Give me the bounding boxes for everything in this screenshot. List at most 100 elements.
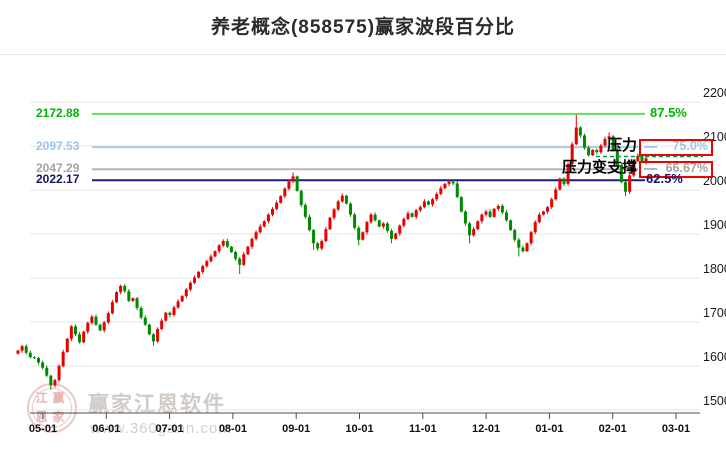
candle-body xyxy=(283,188,287,197)
candle-body xyxy=(316,243,320,249)
candle-body xyxy=(94,316,98,325)
candle-body xyxy=(193,277,197,283)
candle-body xyxy=(521,247,525,252)
candle-body xyxy=(492,208,496,217)
candle-body xyxy=(517,239,521,248)
candle-body xyxy=(632,160,636,176)
candle-body xyxy=(541,211,545,215)
candle-body xyxy=(587,147,591,156)
candle-body xyxy=(394,233,398,239)
candle-body xyxy=(90,316,94,323)
candle-body xyxy=(217,245,221,252)
candle-body xyxy=(402,219,406,226)
candle-body xyxy=(102,322,106,331)
candle-body xyxy=(53,380,57,386)
candle-body xyxy=(377,220,381,227)
candle-body xyxy=(550,199,554,208)
x-axis-label: 05-01 xyxy=(28,423,58,435)
candle-body xyxy=(582,135,586,148)
candle-body xyxy=(271,208,275,215)
candle-body xyxy=(320,241,324,249)
candle-body xyxy=(422,201,426,208)
candle-body xyxy=(254,232,258,239)
candle-body xyxy=(509,220,513,231)
candle-body xyxy=(258,226,262,233)
candle-body xyxy=(525,243,529,252)
candle-body xyxy=(20,346,24,351)
candle-body xyxy=(340,195,344,202)
candle-body xyxy=(591,149,595,156)
candle-body xyxy=(373,214,377,221)
candle-body xyxy=(119,285,123,293)
candle-body xyxy=(443,183,447,189)
candle-body xyxy=(484,211,488,215)
candle-body xyxy=(570,144,574,165)
candle-body xyxy=(361,232,365,240)
candle-body xyxy=(115,292,119,303)
candle-body xyxy=(287,181,291,189)
candle-body xyxy=(197,271,201,278)
candle-body xyxy=(406,213,410,220)
line-color-segment xyxy=(644,168,657,171)
candle-body xyxy=(554,189,558,200)
candle-body xyxy=(427,201,430,205)
price-level-label: 2172.88 xyxy=(36,105,80,120)
candle-body xyxy=(143,317,147,325)
percent-value: 75.0% xyxy=(672,139,708,154)
x-axis-label: 08-01 xyxy=(218,423,247,435)
price-level-label: 2022.17 xyxy=(36,172,80,187)
candle-body xyxy=(463,211,467,224)
candle-body xyxy=(459,197,463,212)
pressure-percent-box: 66.67% xyxy=(639,160,713,178)
candle-body xyxy=(147,324,151,335)
candle-body xyxy=(176,301,180,308)
candle-body xyxy=(328,217,332,230)
pressure-percent-box: 75.0% xyxy=(639,138,713,156)
candle-body xyxy=(160,320,164,330)
candle-body xyxy=(69,326,73,339)
line-color-segment xyxy=(644,146,657,149)
x-axis-label: 01-01 xyxy=(535,423,564,435)
y-axis-label: 2200 xyxy=(703,86,726,100)
candle-body xyxy=(595,149,599,153)
candle-body xyxy=(529,232,533,244)
title-divider xyxy=(0,54,726,55)
candle-body xyxy=(37,358,41,363)
candle-body xyxy=(279,196,283,203)
price-level-label: 2047.29 xyxy=(36,161,80,176)
candle-body xyxy=(229,246,233,253)
candle-body xyxy=(628,175,632,192)
candle-body xyxy=(332,209,336,218)
candle-body xyxy=(209,256,213,262)
candle-body xyxy=(611,136,615,150)
candle-body xyxy=(127,291,131,301)
y-axis-label: 1600 xyxy=(703,350,726,364)
candle-body xyxy=(619,164,623,183)
candle-body xyxy=(455,183,459,198)
candle-body xyxy=(275,202,279,209)
candle-body xyxy=(558,178,562,190)
candle-body xyxy=(201,266,205,272)
candle-body xyxy=(578,127,582,136)
candle-body xyxy=(303,204,307,217)
candle-body xyxy=(480,214,484,222)
candle-body xyxy=(110,302,114,314)
candle-body xyxy=(78,334,82,343)
candle-body xyxy=(357,227,361,240)
candle-body xyxy=(381,223,385,227)
candle-body xyxy=(500,205,504,213)
candle-body xyxy=(135,298,139,308)
candle-body xyxy=(599,145,603,153)
candle-body xyxy=(139,307,143,318)
candle-body xyxy=(28,352,32,358)
candle-body xyxy=(262,221,266,227)
candle-body xyxy=(106,313,110,323)
candle-body xyxy=(65,338,69,352)
candle-body xyxy=(151,334,155,342)
candle-body xyxy=(131,298,135,301)
candle-body xyxy=(418,207,422,211)
candle-body xyxy=(431,199,435,205)
candle-body xyxy=(644,158,648,163)
